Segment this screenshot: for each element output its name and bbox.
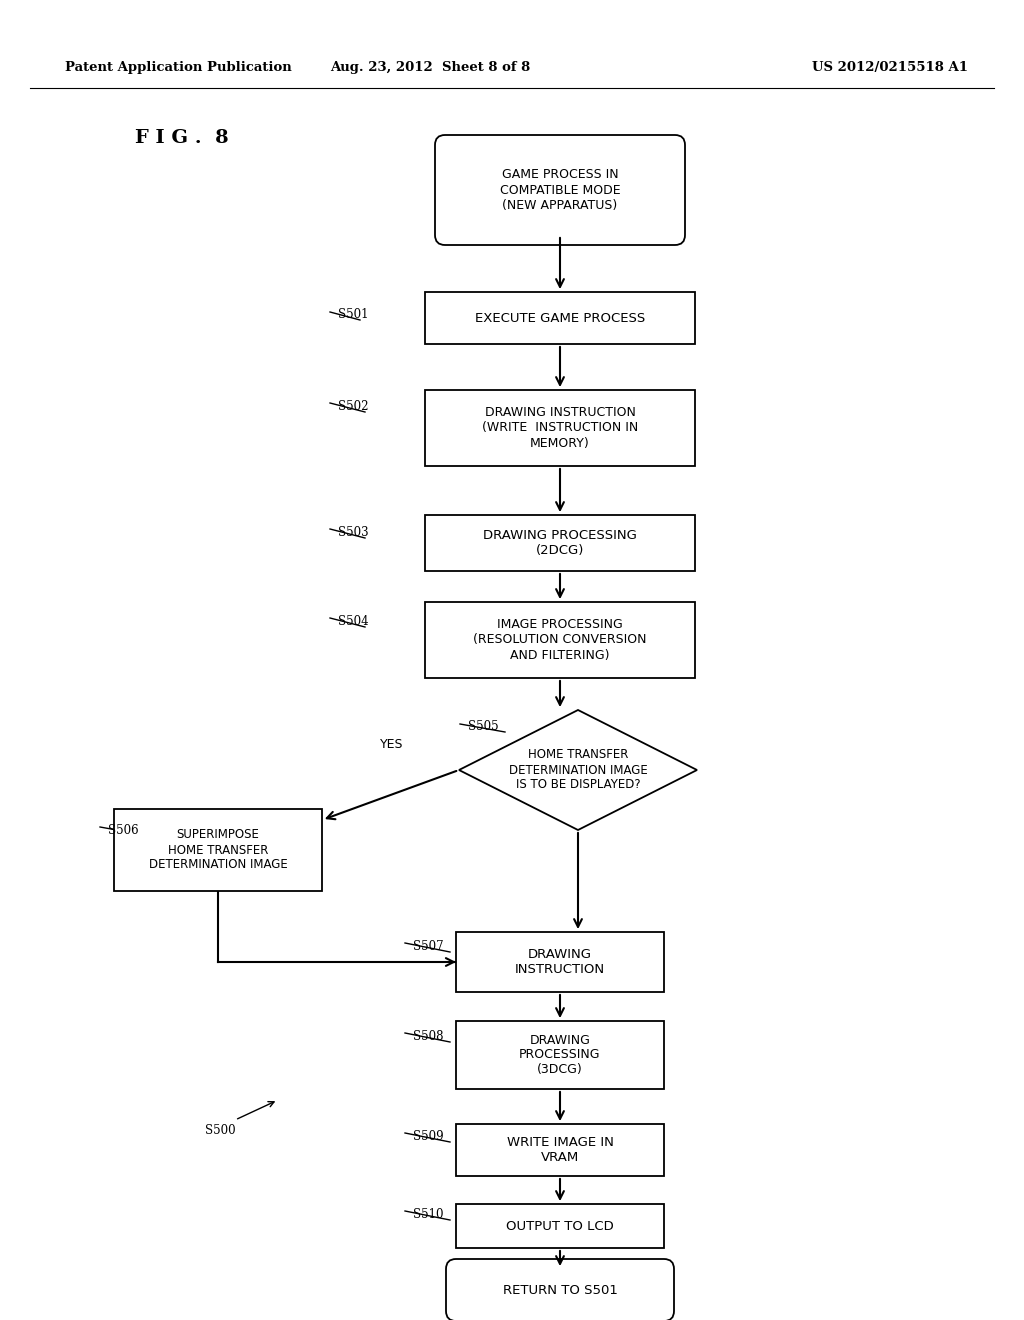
Text: S510: S510 <box>413 1208 443 1221</box>
Text: US 2012/0215518 A1: US 2012/0215518 A1 <box>812 62 968 74</box>
Bar <box>425 515 695 572</box>
Text: F I G .  8: F I G . 8 <box>135 129 228 147</box>
Bar <box>456 1020 664 1089</box>
Text: S505: S505 <box>468 719 499 733</box>
Text: YES: YES <box>380 738 403 751</box>
Text: GAME PROCESS IN
COMPATIBLE MODE
(NEW APPARATUS): GAME PROCESS IN COMPATIBLE MODE (NEW APP… <box>500 169 621 211</box>
FancyBboxPatch shape <box>446 1259 674 1320</box>
Text: WRITE IMAGE IN
VRAM: WRITE IMAGE IN VRAM <box>507 1137 613 1164</box>
Text: S503: S503 <box>338 525 369 539</box>
Text: OUTPUT TO LCD: OUTPUT TO LCD <box>506 1220 613 1233</box>
Text: S506: S506 <box>108 824 138 837</box>
Bar <box>114 809 322 891</box>
Text: S509: S509 <box>413 1130 443 1143</box>
Text: DRAWING INSTRUCTION
(WRITE  INSTRUCTION IN
MEMORY): DRAWING INSTRUCTION (WRITE INSTRUCTION I… <box>482 407 638 450</box>
Text: S502: S502 <box>338 400 369 413</box>
Text: IMAGE PROCESSING
(RESOLUTION CONVERSION
AND FILTERING): IMAGE PROCESSING (RESOLUTION CONVERSION … <box>473 619 647 661</box>
Text: HOME TRANSFER
DETERMINATION IMAGE
IS TO BE DISPLAYED?: HOME TRANSFER DETERMINATION IMAGE IS TO … <box>509 748 647 792</box>
Text: S501: S501 <box>338 308 369 321</box>
FancyBboxPatch shape <box>435 135 685 246</box>
Bar <box>456 1204 664 1247</box>
Polygon shape <box>459 710 697 830</box>
Text: S507: S507 <box>413 940 443 953</box>
Text: S508: S508 <box>413 1030 443 1043</box>
Text: DRAWING PROCESSING
(2DCG): DRAWING PROCESSING (2DCG) <box>483 529 637 557</box>
Text: DRAWING
INSTRUCTION: DRAWING INSTRUCTION <box>515 948 605 975</box>
Text: S500: S500 <box>205 1123 236 1137</box>
Bar <box>456 932 664 993</box>
Bar <box>425 389 695 466</box>
Text: EXECUTE GAME PROCESS: EXECUTE GAME PROCESS <box>475 312 645 325</box>
Text: Patent Application Publication: Patent Application Publication <box>65 62 292 74</box>
Text: DRAWING
PROCESSING
(3DCG): DRAWING PROCESSING (3DCG) <box>519 1034 601 1077</box>
Text: SUPERIMPOSE
HOME TRANSFER
DETERMINATION IMAGE: SUPERIMPOSE HOME TRANSFER DETERMINATION … <box>148 829 288 871</box>
Text: S504: S504 <box>338 615 369 628</box>
Bar <box>425 292 695 345</box>
Bar <box>425 602 695 678</box>
Text: Aug. 23, 2012  Sheet 8 of 8: Aug. 23, 2012 Sheet 8 of 8 <box>330 62 530 74</box>
Bar <box>456 1125 664 1176</box>
Text: RETURN TO S501: RETURN TO S501 <box>503 1283 617 1296</box>
